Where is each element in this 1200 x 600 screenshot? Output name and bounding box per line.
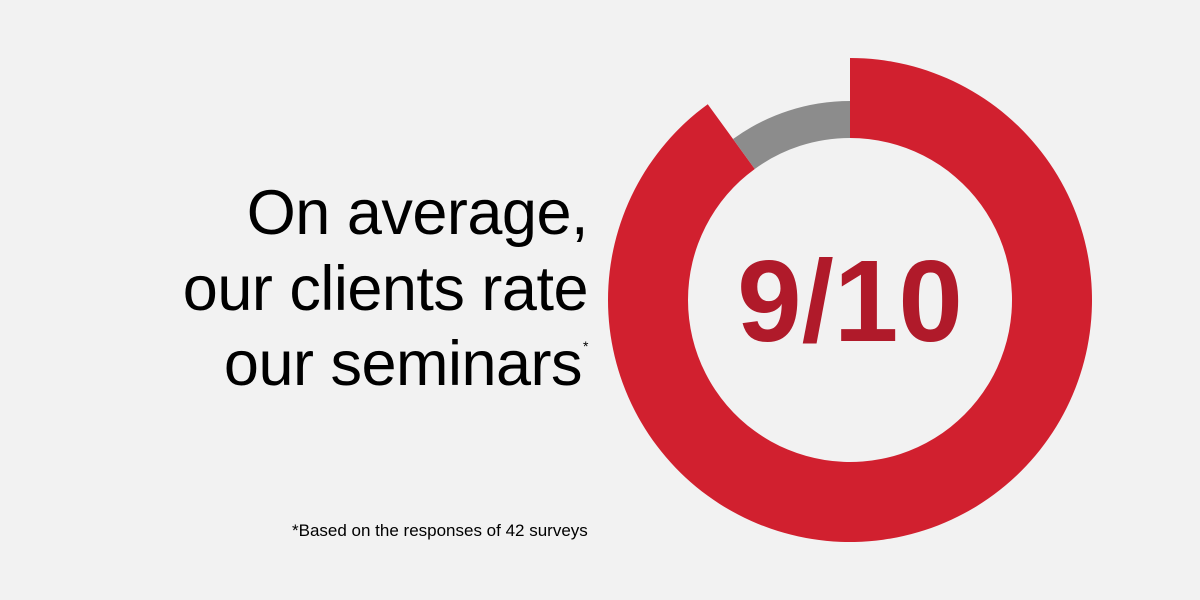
headline-line: our seminars*	[183, 327, 589, 403]
footnote-marker: *	[583, 338, 588, 355]
headline: On average, our clients rate our seminar…	[182, 176, 589, 403]
donut-slice-rated	[607, 58, 1092, 542]
center-value: 9/10	[737, 236, 963, 366]
headline-line: On average,	[246, 178, 589, 248]
headline-line: our clients rate	[182, 253, 589, 324]
footnote: *Based on the responses of 42 surveys	[292, 521, 588, 540]
headline-line-text: our seminars	[223, 329, 583, 400]
donut-slice-remainder	[733, 101, 850, 169]
donut-chart	[607, 58, 1092, 542]
